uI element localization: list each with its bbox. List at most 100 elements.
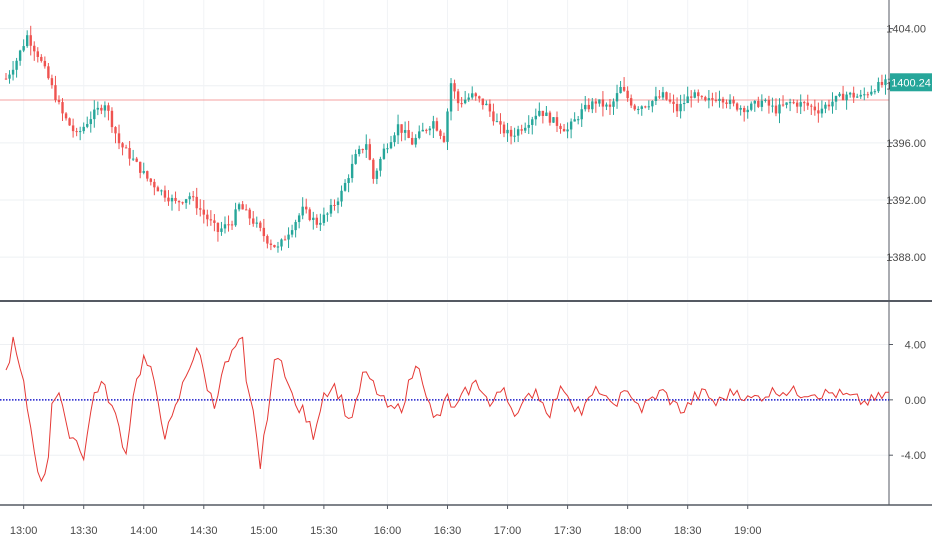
candle-body [707, 98, 711, 101]
candle-body [230, 224, 234, 226]
candle-body [199, 208, 202, 210]
candle-body [552, 117, 555, 123]
candle-body [18, 50, 22, 61]
candle-body [820, 108, 824, 114]
candle-body [742, 108, 746, 113]
osc-series-line [5, 336, 889, 483]
candle-body [848, 92, 852, 95]
candle-body [481, 98, 485, 106]
candle-body [82, 126, 85, 132]
candle-body [792, 102, 795, 104]
candle-body [163, 190, 167, 198]
candle-body [361, 149, 364, 151]
candle-body [234, 209, 237, 226]
candle-body [432, 121, 435, 129]
candle-body [336, 201, 340, 205]
candle-body [598, 99, 601, 104]
candle-body [506, 129, 509, 134]
candle-body [541, 110, 545, 116]
candle-body [456, 91, 460, 104]
candle-body [845, 94, 848, 101]
candle-body [414, 137, 417, 145]
candle-body [633, 105, 636, 110]
candle-body [47, 66, 50, 79]
candle-body [693, 92, 696, 98]
candle-body [675, 103, 679, 112]
candle-body [562, 128, 566, 132]
price-tick-label: 1396.00 [886, 138, 926, 150]
candle-body [315, 217, 319, 225]
candle-body [294, 222, 297, 231]
candle-body [488, 103, 492, 112]
candle-body [594, 101, 598, 104]
candle-body [153, 181, 156, 188]
candle-body [651, 100, 654, 107]
candle-body [880, 81, 884, 85]
candle-body [209, 219, 213, 221]
candle-body [290, 230, 294, 235]
candle-body [248, 209, 251, 219]
candle-body [308, 209, 311, 220]
candle-body [75, 131, 78, 133]
candle-body [312, 217, 315, 220]
candle-body [499, 121, 502, 125]
candle-body [181, 202, 184, 204]
candle-body [287, 234, 290, 240]
candle-body [838, 93, 841, 96]
candle-body [856, 96, 859, 98]
candle-body [626, 90, 629, 99]
candle-body [534, 115, 537, 120]
time-tick-label: 18:00 [614, 525, 642, 537]
time-tick-label: 14:00 [130, 525, 158, 537]
candle-body [711, 98, 714, 100]
candle-body [301, 206, 304, 216]
candle-body [107, 105, 110, 111]
candle-body [516, 129, 520, 136]
candle-body [110, 110, 114, 128]
candle-body [728, 99, 732, 104]
candle-body [665, 92, 668, 100]
candle-body [661, 92, 665, 98]
candle-body [403, 130, 407, 133]
time-tick-label: 19:00 [734, 525, 762, 537]
candle-body [174, 197, 177, 201]
candle-body [492, 111, 495, 122]
candle-body [33, 45, 36, 52]
candle-body [803, 102, 806, 104]
candle-body [57, 100, 61, 103]
candle-body [223, 224, 227, 229]
candle-body [227, 224, 230, 226]
time-tick-label: 15:00 [250, 525, 278, 537]
candle-body [64, 113, 68, 119]
candle-body [195, 196, 198, 209]
candle-body [121, 143, 124, 148]
candle-body [637, 108, 640, 110]
candle-body [421, 129, 424, 132]
osc-tick-label: 0.00 [905, 395, 926, 407]
candle-body [509, 129, 513, 137]
osc-tick-label: 4.00 [905, 340, 926, 352]
candle-body [114, 127, 117, 134]
time-tick-label: 17:30 [554, 525, 582, 537]
candle-body [449, 83, 453, 112]
candle-body [252, 218, 255, 224]
candle-body [280, 239, 283, 247]
candle-body [467, 97, 470, 100]
candle-body [668, 99, 672, 102]
candle-body [852, 92, 855, 98]
candle-body [474, 93, 477, 97]
candle-body [372, 159, 375, 179]
candle-body [241, 204, 244, 210]
candle-body [386, 148, 389, 150]
candle-body [435, 121, 439, 131]
candle-body [439, 130, 442, 136]
candle-body [460, 103, 463, 105]
candle-body [827, 104, 831, 107]
candle-body [813, 106, 817, 111]
candle-body [658, 96, 661, 98]
candle-body [531, 119, 534, 125]
candle-body [283, 239, 287, 241]
candle-body [326, 213, 329, 215]
